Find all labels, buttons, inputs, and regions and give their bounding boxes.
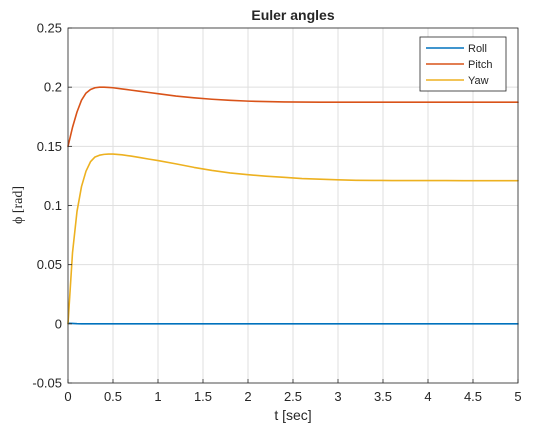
x-tick-label: 3.5 [374,389,392,404]
x-tick-label: 4 [424,389,431,404]
legend: Roll Pitch Yaw [419,36,507,92]
x-tick-label: 4.5 [464,389,482,404]
legend-label-roll: Roll [468,43,487,55]
x-tick-label: 0.5 [104,389,122,404]
x-tick-label: 2 [244,389,251,404]
y-tick-label: 0.2 [44,80,62,95]
x-axis-label: t [sec] [274,407,311,423]
series-line-roll [67,322,519,325]
x-tick-label: 0 [64,389,71,404]
y-ticks: -0.05 0 0.05 0.1 0.15 0.2 0.25 [32,21,72,391]
y-tick-label: 0.1 [44,198,62,213]
y-tick-label: 0 [55,316,62,331]
series-line-pitch [67,86,519,148]
y-tick-label: 0.25 [37,21,62,36]
y-tick-label: 0.05 [37,257,62,272]
x-tick-label: 5 [514,389,521,404]
legend-label-yaw: Yaw [468,75,489,87]
x-tick-label: 1 [154,389,161,404]
x-tick-label: 1.5 [194,389,212,404]
chart-title: Euler angles [251,7,334,23]
y-axis-label: ϕ [rad] [11,186,26,224]
x-tick-label: 2.5 [284,389,302,404]
x-ticks: 0 0.5 1 1.5 2 2.5 3 3.5 4 4.5 5 [64,379,522,404]
series-lines [67,86,519,325]
x-tick-label: 3 [334,389,341,404]
legend-label-pitch: Pitch [468,59,492,71]
y-tick-label: -0.05 [32,376,62,391]
y-tick-label: 0.15 [37,139,62,154]
series-line-yaw [67,153,519,325]
